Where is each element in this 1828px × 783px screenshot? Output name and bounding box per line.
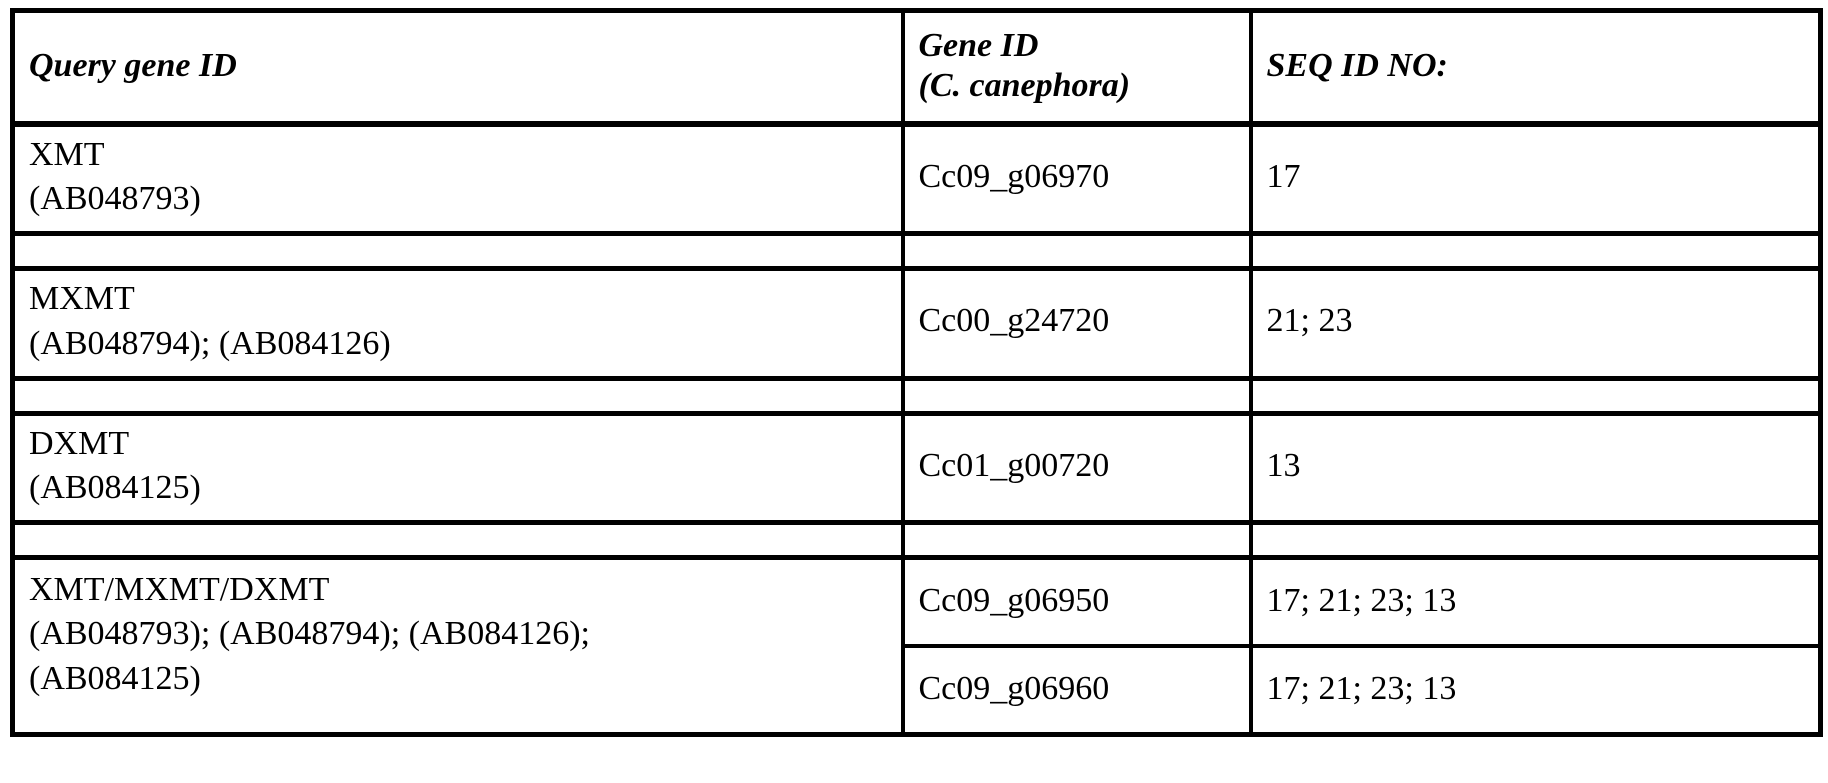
cell-gene-id-group: Cc09_g06950 Cc09_g06960 [903,558,1251,735]
table-row: MXMT (AB048794); (AB084126) Cc00_g24720 … [13,269,1821,378]
cell-gene-id: Cc09_g06950 [905,560,1249,646]
spacer-row [13,523,1821,558]
cell-seq-id-no: 21; 23 [1251,269,1821,378]
query-accession: (AB084125) [29,466,887,510]
cell-gene-id: Cc09_g06970 [903,124,1251,234]
query-gene-name: XMT [29,133,887,177]
seq-id-subtable: 17; 21; 23; 13 17; 21; 23; 13 [1253,560,1819,732]
sub-row: 17; 21; 23; 13 [1253,646,1819,732]
cell-seq-id-no: 17; 21; 23; 13 [1253,646,1819,732]
sub-row: Cc09_g06950 [905,560,1249,646]
spacer-row [13,378,1821,413]
column-header-seq-id-no-label: SEQ ID NO: [1267,46,1805,86]
cell-gene-id: Cc01_g00720 [903,413,1251,522]
spacer-cell-gene-id [903,523,1251,558]
column-header-gene-id-line1: Gene ID [919,26,1235,66]
gene-mapping-table: Query gene ID Gene ID (C. canephora) SEQ… [10,8,1823,737]
cell-seq-id-no: 17 [1251,124,1821,234]
spacer-cell-seq-id [1251,523,1821,558]
sub-row: Cc09_g06960 [905,646,1249,732]
column-header-gene-id-line2: (C. canephora) [919,66,1235,106]
query-accession: (AB048794); (AB084126) [29,322,887,366]
sub-row: 17; 21; 23; 13 [1253,560,1819,646]
cell-query-gene-id: MXMT (AB048794); (AB084126) [13,269,903,378]
cell-query-gene-id: XMT/MXMT/DXMT (AB048793); (AB048794); (A… [13,558,903,735]
document-page: Query gene ID Gene ID (C. canephora) SEQ… [0,0,1828,783]
query-accession-line2: (AB084125) [29,657,887,701]
query-gene-name: DXMT [29,422,887,466]
cell-gene-id: Cc09_g06960 [905,646,1249,732]
table-row: XMT/MXMT/DXMT (AB048793); (AB048794); (A… [13,558,1821,735]
query-accession-line1: (AB048793); (AB048794); (AB084126); [29,612,887,656]
cell-seq-id-no: 17; 21; 23; 13 [1253,560,1819,646]
spacer-cell-query [13,523,903,558]
spacer-cell-seq-id [1251,234,1821,269]
query-gene-name: MXMT [29,277,887,321]
spacer-cell-seq-id [1251,378,1821,413]
spacer-cell-query [13,378,903,413]
spacer-cell-query [13,234,903,269]
column-header-seq-id-no: SEQ ID NO: [1251,11,1821,125]
column-header-gene-id: Gene ID (C. canephora) [903,11,1251,125]
column-header-query-gene-id: Query gene ID [13,11,903,125]
header-row: Query gene ID Gene ID (C. canephora) SEQ… [13,11,1821,125]
spacer-cell-gene-id [903,234,1251,269]
query-gene-name: XMT/MXMT/DXMT [29,568,887,612]
table-header: Query gene ID Gene ID (C. canephora) SEQ… [13,11,1821,125]
spacer-cell-gene-id [903,378,1251,413]
cell-query-gene-id: DXMT (AB084125) [13,413,903,522]
query-accession: (AB048793) [29,177,887,221]
column-header-query-gene-id-label: Query gene ID [29,46,887,86]
spacer-row [13,234,1821,269]
cell-seq-id-group: 17; 21; 23; 13 17; 21; 23; 13 [1251,558,1821,735]
table-row: XMT (AB048793) Cc09_g06970 17 [13,124,1821,234]
table-row: DXMT (AB084125) Cc01_g00720 13 [13,413,1821,522]
table-body: XMT (AB048793) Cc09_g06970 17 MXMT (AB04… [13,124,1821,735]
cell-seq-id-no: 13 [1251,413,1821,522]
cell-query-gene-id: XMT (AB048793) [13,124,903,234]
cell-gene-id: Cc00_g24720 [903,269,1251,378]
gene-id-subtable: Cc09_g06950 Cc09_g06960 [905,560,1249,732]
